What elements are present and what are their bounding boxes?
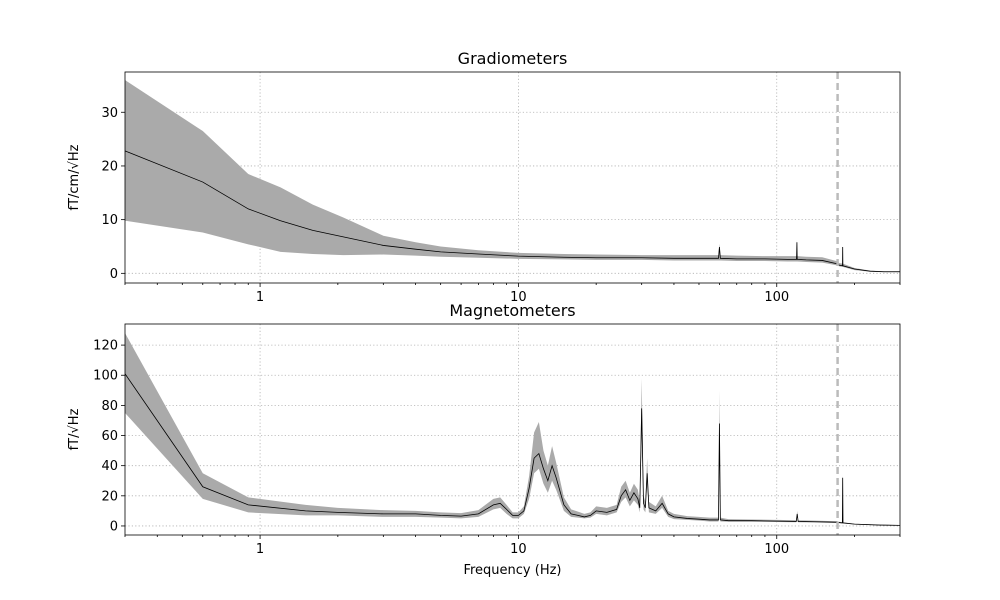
gradiometers-y-tick-label: 10: [101, 213, 118, 228]
magnetometers-y-tick-label: 80: [101, 399, 118, 414]
magnetometers-x-tick-label: 1: [256, 542, 264, 557]
gradiometers-y-tick-label: 30: [101, 106, 118, 121]
gradiometers-y-tick-label: 20: [101, 159, 118, 174]
magnetometers-axes-frame: [124, 323, 901, 536]
magnetometers-y-tick-label: 120: [93, 339, 118, 354]
magnetometers-y-tick-label: 20: [101, 489, 118, 504]
gradiometers-title: Gradiometers: [458, 49, 568, 68]
magnetometers-title: Magnetometers: [449, 301, 575, 320]
magnetometers-y-tick-label: 100: [93, 369, 118, 384]
magnetometers-y-tick-label: 60: [101, 429, 118, 444]
gradiometers-y-axis-label: fT/cm/√Hz: [67, 144, 82, 210]
gradiometers-spread-band: [125, 80, 900, 273]
magnetometers-y-axis-label: fT/√Hz: [67, 408, 82, 450]
gradiometers-axes-frame: [124, 71, 901, 284]
magnetometers-x-tick-label: 100: [764, 542, 789, 557]
gradiometers-y-tick-label: 0: [110, 267, 118, 282]
magnetometers-x-tick-label: 10: [510, 542, 527, 557]
magnetometers-y-tick-label: 0: [110, 519, 118, 534]
gradiometers-panel: 1 10 100 0 10 20 30 Gradiometers fT/cm/√Hz: [67, 49, 901, 305]
magnetometers-mean-line: [125, 373, 900, 526]
magnetometers-panel: 1 10 100 0 20 40 60 80 100 120 Magnetometers fT/√Hz…: [67, 301, 901, 578]
gradiometers-x-tick-label: 100: [764, 290, 789, 305]
gradiometers-x-tick-label: 1: [256, 290, 264, 305]
magnetometers-spread-band: [125, 333, 900, 526]
gradiometers-mean-line: [125, 150, 900, 273]
gradiometers-x-tick-label: 10: [510, 290, 527, 305]
magnetometers-y-tick-label: 40: [101, 459, 118, 474]
magnetometers-x-axis-label: Frequency (Hz): [463, 563, 561, 578]
